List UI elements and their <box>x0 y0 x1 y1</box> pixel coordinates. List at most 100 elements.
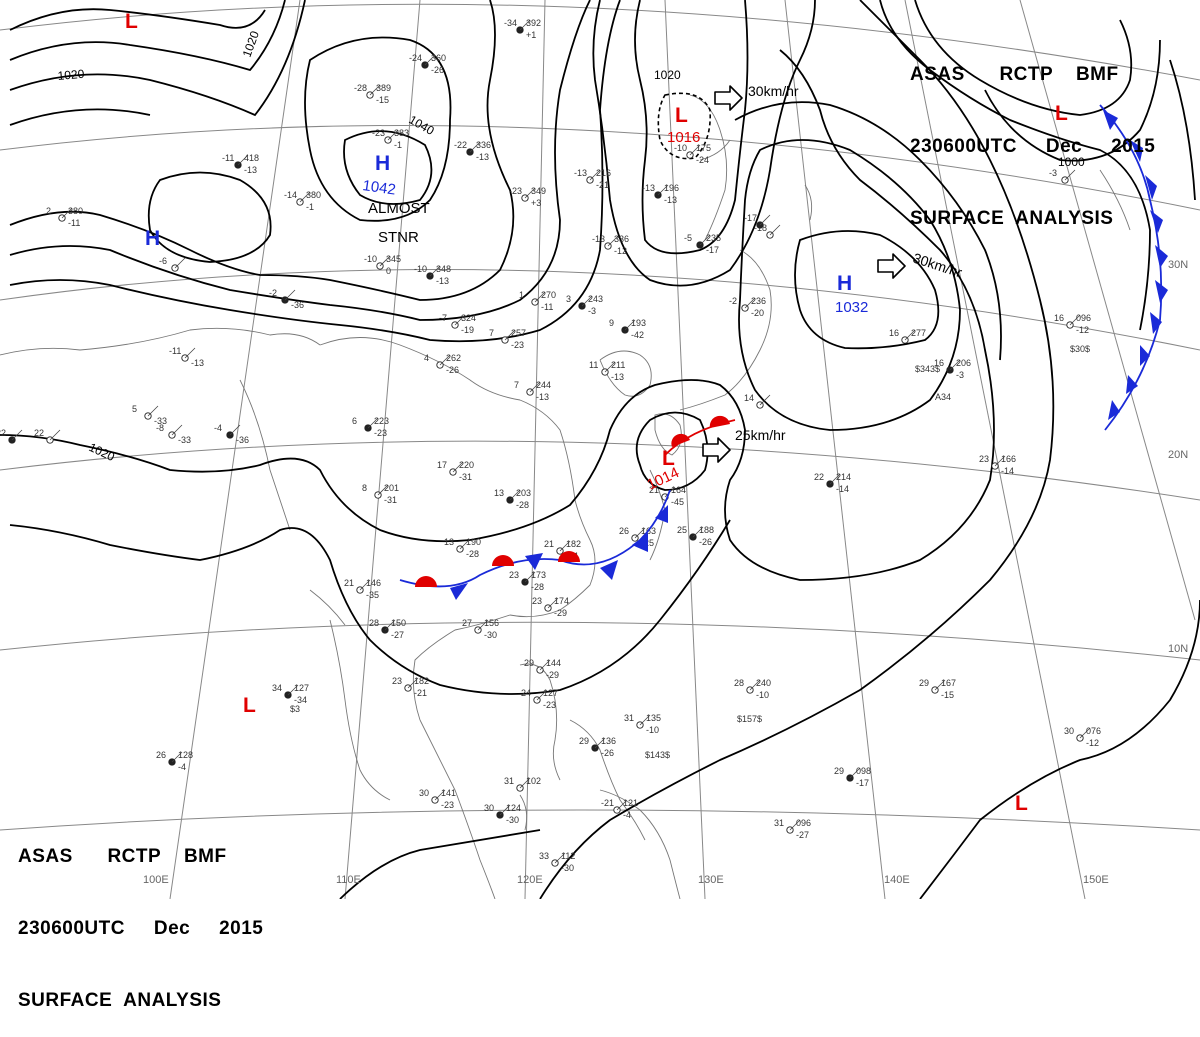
station-tendency: -34 <box>294 695 307 705</box>
wind-barb-icon <box>744 297 756 309</box>
station-tendency: +1 <box>526 30 536 40</box>
wind-barb-icon <box>504 329 516 341</box>
wind-barb-icon <box>237 154 249 166</box>
cold-front-pip <box>632 533 648 552</box>
station-plot: 16 206 -3 <box>934 358 971 380</box>
station-plot: -5 235 -17 <box>684 233 721 255</box>
station-tendency: -35 <box>366 590 379 600</box>
wind-barb-icon <box>452 461 464 473</box>
station-temperature: 13 <box>444 537 454 547</box>
wind-barb-icon <box>616 799 628 811</box>
station-pressure: 240 <box>756 678 771 688</box>
warm-front <box>664 415 736 456</box>
station-temperature: 2 <box>46 206 51 216</box>
station-tendency: -13 <box>664 195 677 205</box>
station-plot: 31 135 -10 <box>624 713 661 735</box>
station-tendency: -31 <box>459 472 472 482</box>
station-temperature: 1 <box>519 290 524 300</box>
station-tendency: -1 <box>306 202 314 212</box>
station-plot: 6 223 -23 <box>352 416 389 438</box>
wind-barb-icon <box>699 234 711 246</box>
station-pressure: 173 <box>531 570 546 580</box>
station-tendency: -36 <box>291 300 304 310</box>
station-pressure: 336 <box>614 234 629 244</box>
cold-front-pip <box>1155 280 1168 303</box>
station-temperature: 8 <box>362 483 367 493</box>
station-pressure: 167 <box>941 678 956 688</box>
station-pressure: 216 <box>596 168 611 178</box>
station-plot: 31 102 <box>504 776 541 792</box>
station-plot: 13 190 -28 <box>444 537 481 559</box>
station-temperature: 23 <box>979 454 989 464</box>
station-plot: -11 418 -13 <box>222 153 259 175</box>
station-temperature: -3 <box>1049 168 1057 178</box>
station-tendency: -23 <box>543 700 556 710</box>
warm-front-pip <box>558 551 580 562</box>
longitude-label: 120E <box>517 874 543 886</box>
wind-barb-icon <box>639 714 651 726</box>
station-plot: -11 -13 <box>169 346 204 368</box>
station-pressure: 389 <box>376 83 391 93</box>
station-temperature: -11 <box>222 153 234 163</box>
wind-barb-icon <box>1079 727 1091 739</box>
station-extra: A34 <box>935 392 951 402</box>
station-pressure: 324 <box>461 313 476 323</box>
station-temperature: 16 <box>889 328 899 338</box>
wind-barb-icon <box>174 257 186 269</box>
station-plot: 29 136 -26 <box>579 736 616 758</box>
station-pressure: 112 <box>561 851 575 861</box>
wind-barb-icon <box>759 214 771 226</box>
station-temperature: 29 <box>524 658 534 668</box>
station-tendency: -4 <box>623 810 631 820</box>
wind-barb-icon <box>581 295 593 307</box>
station-temperature: -4 <box>214 423 222 433</box>
station-temperature: 14 <box>744 393 754 403</box>
station-plot: 2 380 -11 <box>46 206 83 228</box>
station-pressure: 383 <box>394 128 409 138</box>
station-pressure: 096 <box>1076 313 1091 323</box>
station-tendency: 0 <box>386 266 391 276</box>
station-tendency: -10 <box>756 690 769 700</box>
station-pressure: 156 <box>484 618 499 628</box>
station-pressure: 144 <box>546 658 561 668</box>
station-tendency: -13 <box>611 372 624 382</box>
station-temperature: -5 <box>684 233 692 243</box>
station-tendency: -13 <box>476 152 489 162</box>
station-temperature: 29 <box>919 678 929 688</box>
station-pressure: 345 <box>386 254 401 264</box>
cold-front-pip <box>1103 110 1118 130</box>
station-pressure: 150 <box>391 618 406 628</box>
station-tendency: -31 <box>384 495 397 505</box>
station-temperature: 30 <box>484 803 494 813</box>
cold-front-pip <box>450 583 468 600</box>
station-pressure: 348 <box>436 264 451 274</box>
wind-barb-icon <box>524 571 536 583</box>
station-tendency: -26 <box>699 537 712 547</box>
station-pressure: 244 <box>536 380 551 390</box>
station-pressure: 127 <box>543 688 558 698</box>
wind-barb-icon <box>509 489 521 501</box>
high-pressure-symbol: H <box>145 227 160 250</box>
wind-barb-icon <box>624 319 636 331</box>
station-tendency: -24 <box>696 155 709 165</box>
wind-barb-icon <box>519 19 531 31</box>
station-temperature: 30 <box>419 788 429 798</box>
station-temperature: 31 <box>504 776 514 786</box>
station-extra: $30$ <box>1070 344 1090 354</box>
station-tendency: -14 <box>1001 466 1014 476</box>
station-pressure: 223 <box>374 416 389 426</box>
movement-speed: 25km/hr <box>735 427 786 443</box>
station-temperature: -13 <box>642 183 655 193</box>
longitude-label: 150E <box>1083 874 1109 886</box>
station-temperature: -21 <box>601 798 614 808</box>
cold-front-pip <box>1108 400 1120 420</box>
station-tendency: -33 <box>154 416 167 426</box>
station-plot: 30 141 -23 <box>419 788 456 810</box>
wind-barb-icon <box>634 527 646 539</box>
wind-barb-icon <box>529 381 541 393</box>
station-tendency: -3 <box>956 370 964 380</box>
wind-barb-icon <box>284 289 296 301</box>
station-pressure: 235 <box>706 233 721 243</box>
station-pressure: 236 <box>751 296 766 306</box>
station-tendency: -3 <box>588 306 596 316</box>
